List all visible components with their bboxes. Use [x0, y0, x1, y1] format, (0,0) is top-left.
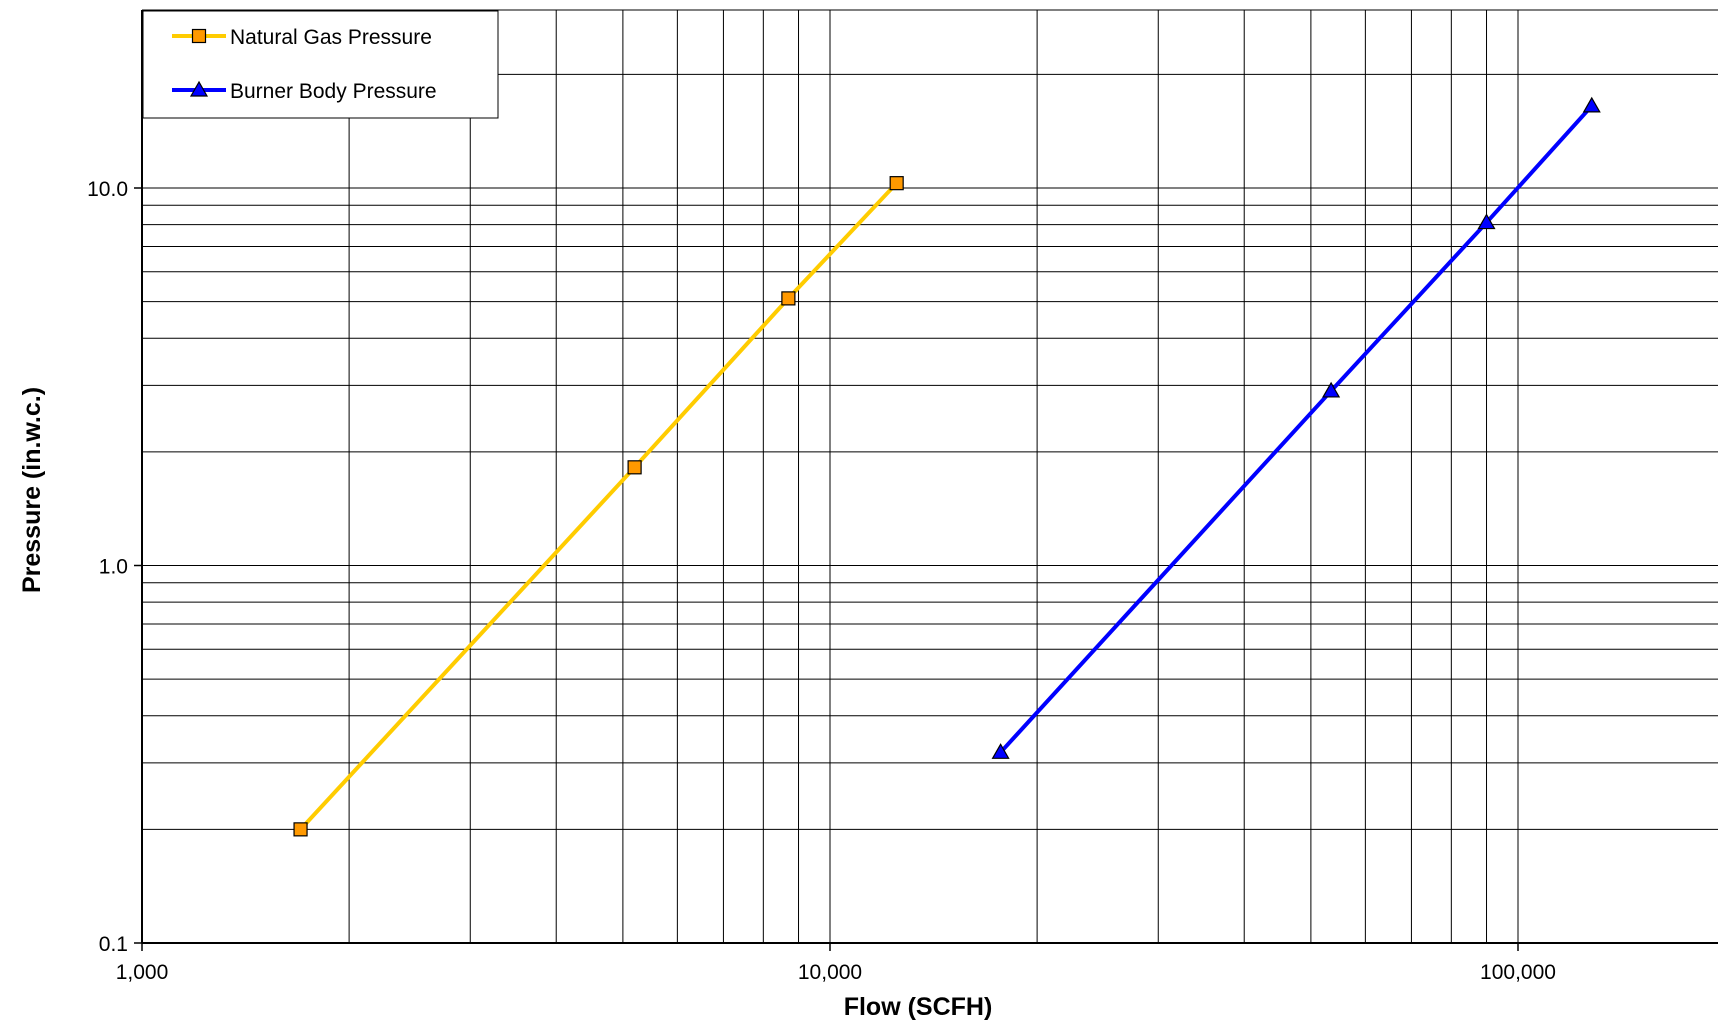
data-point [1322, 381, 1341, 398]
x-tick-label: 1,000 [116, 961, 169, 984]
legend-label: Burner Body Pressure [230, 80, 437, 103]
data-point [781, 291, 796, 306]
legend: Natural Gas Pressure Burner Body Pressure [142, 10, 499, 119]
grid-lines [142, 10, 1718, 943]
x-tick-label: 100,000 [1480, 961, 1556, 984]
data-point [293, 822, 308, 837]
data-point [889, 176, 904, 191]
y-tick-label: 1.0 [99, 556, 128, 579]
x-axis-title: Flow (SCFH) [844, 993, 993, 1021]
tick-labels: 1,000 10,000 100,000 0.1 1.0 10.0 [87, 178, 1556, 984]
series-layer [293, 96, 1601, 837]
legend-marker [191, 28, 207, 44]
y-axis-title: Pressure (in.w.c.) [18, 387, 46, 593]
data-point [1582, 96, 1601, 113]
data-point [627, 460, 642, 475]
series-line [299, 181, 899, 831]
plot-frame [141, 9, 1718, 944]
series-0 [293, 176, 904, 837]
legend-marker [189, 80, 209, 97]
y-tick-label: 10.0 [87, 178, 128, 201]
legend-label: Natural Gas Pressure [230, 26, 432, 49]
series-1 [991, 96, 1601, 759]
x-tick-label: 10,000 [798, 961, 862, 984]
series-line [999, 104, 1594, 754]
data-point [991, 743, 1010, 759]
legend-box [142, 10, 499, 119]
data-point [1477, 213, 1496, 230]
y-tick-label: 0.1 [99, 933, 128, 956]
